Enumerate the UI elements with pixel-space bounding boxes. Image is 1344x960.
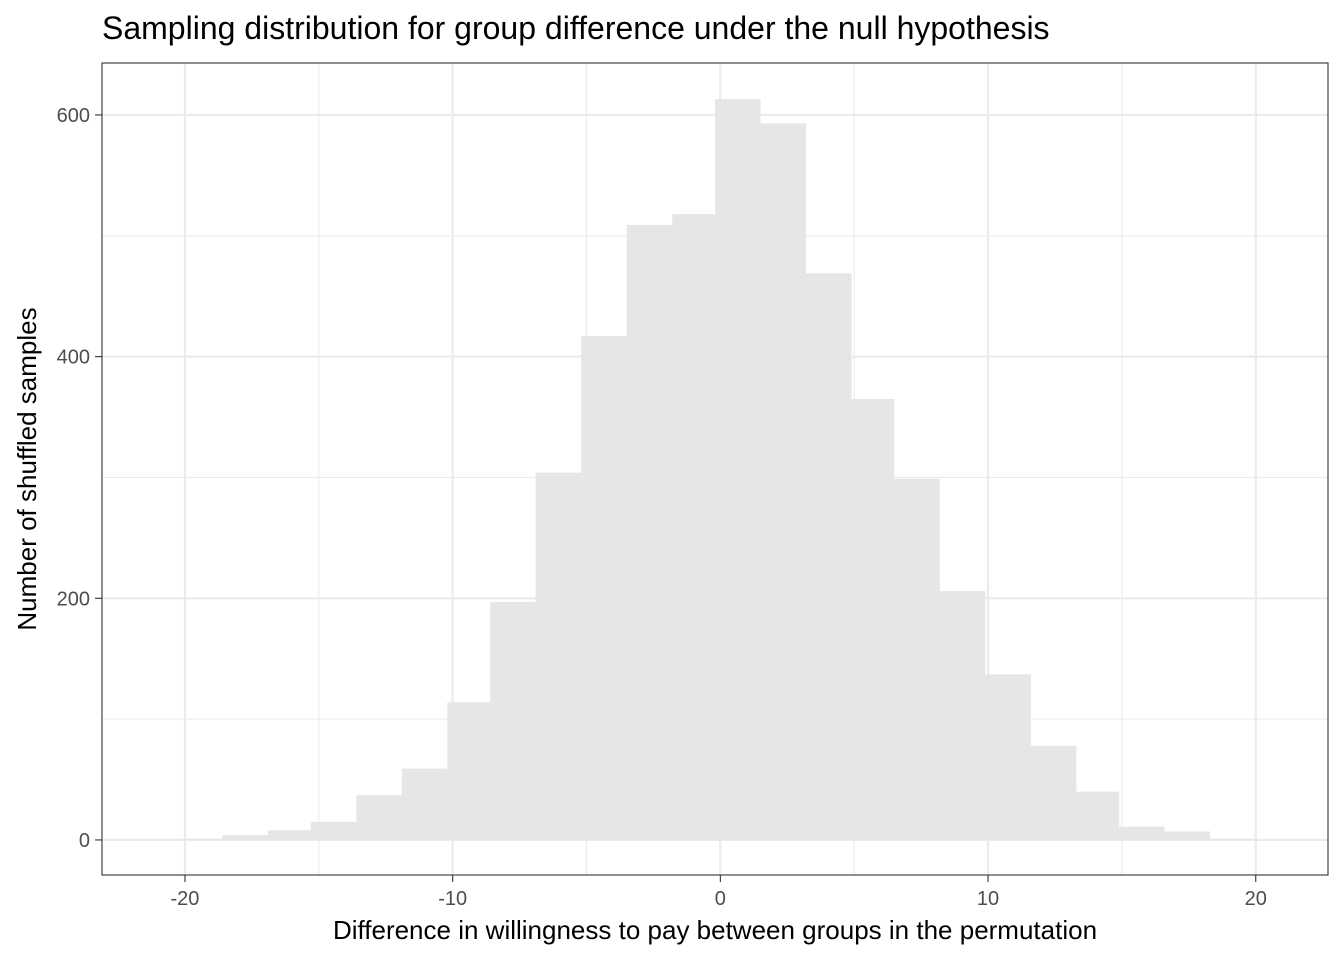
histogram-bar <box>806 273 852 840</box>
histogram-bar <box>535 472 582 840</box>
histogram-bar <box>447 702 491 840</box>
histogram-bar <box>581 336 627 840</box>
y-tick-label: 400 <box>57 347 90 369</box>
histogram-bar <box>267 830 311 840</box>
x-tick-label: 20 <box>1245 888 1267 910</box>
histogram-bar <box>760 123 807 840</box>
chart-title: Sampling distribution for group differen… <box>102 10 1050 46</box>
x-axis-ticks: -20 -10 0 10 20 <box>171 875 1267 910</box>
y-tick-label: 200 <box>57 588 90 610</box>
histogram-bar <box>490 601 536 840</box>
histogram-bar <box>626 224 673 840</box>
histogram-bar <box>222 835 268 840</box>
y-tick-label: 0 <box>79 830 90 852</box>
x-tick-label: -10 <box>438 888 467 910</box>
histogram-bar <box>1210 838 1256 840</box>
histogram-bar <box>1119 826 1165 840</box>
histogram-bar <box>176 838 223 840</box>
y-tick-label: 600 <box>57 105 90 127</box>
histogram-bar <box>672 214 715 840</box>
histogram-bars <box>176 99 1256 840</box>
histogram-bar <box>1030 745 1077 840</box>
histogram-bar <box>1164 831 1211 840</box>
histogram-bar <box>310 821 357 840</box>
histogram-bar <box>851 398 895 840</box>
plot-panel-border <box>101 62 1329 876</box>
y-axis-ticks: 0 200 400 600 <box>57 105 102 852</box>
histogram-bar <box>985 674 1031 840</box>
x-tick-label: -20 <box>171 888 200 910</box>
x-tick-label: 10 <box>977 888 999 910</box>
histogram-bar <box>894 478 940 840</box>
histogram-bar <box>939 591 986 840</box>
histogram-bar <box>1076 791 1120 840</box>
histogram-bar <box>715 99 761 840</box>
histogram-bar <box>356 795 402 840</box>
x-tick-label: 0 <box>715 888 726 910</box>
y-axis-title: Number of shuffled samples <box>12 307 42 630</box>
histogram-bar <box>401 768 448 840</box>
x-axis-title: Difference in willingness to pay between… <box>333 915 1097 945</box>
